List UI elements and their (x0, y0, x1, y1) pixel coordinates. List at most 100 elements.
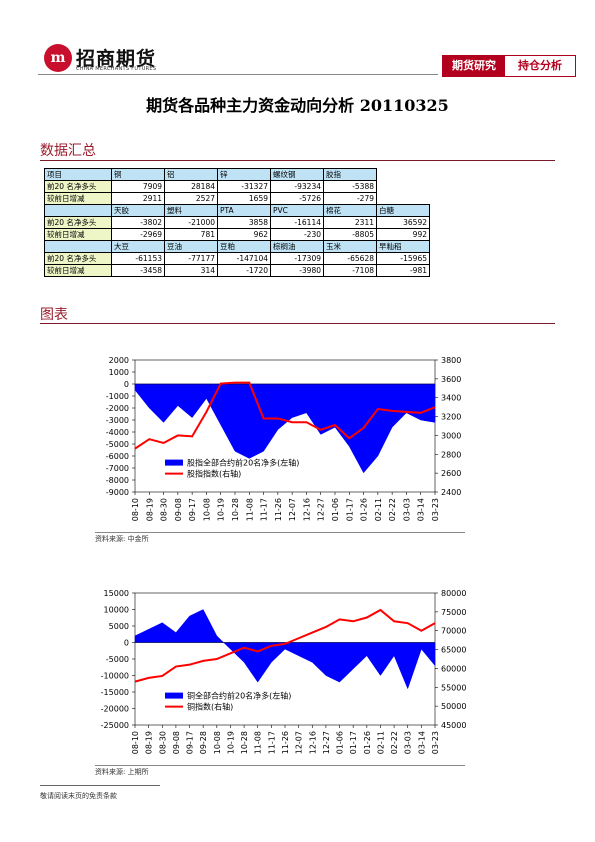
footer-divider (40, 785, 160, 786)
y-left-tick-label: -8000 (106, 476, 129, 485)
y-left-tick-label: -10000 (101, 672, 129, 681)
legend-label-area: 铜全部合约前20名净多(左轴) (187, 691, 291, 701)
table-cell: -8805 (323, 228, 377, 241)
x-tick-label: 03-03 (404, 731, 413, 754)
y-left-tick-label: -5000 (106, 655, 129, 664)
x-tick-label: 11-26 (281, 731, 290, 754)
table-cell: -981 (376, 264, 430, 277)
table-cell: 992 (376, 228, 430, 241)
table-header-row: 大豆 豆油 豆粕 棕榈油 玉米 早籼稻 (44, 240, 430, 253)
table-header-item (44, 240, 112, 253)
y-right-tick-label: 3200 (441, 413, 461, 422)
section-divider (40, 323, 555, 324)
table-row-label: 较前日增减 (44, 192, 112, 205)
x-tick-label: 10-19 (226, 731, 235, 754)
x-tick-label: 03-14 (417, 731, 426, 754)
table-header-cell: 豆粕 (217, 240, 271, 253)
table-header-cell: 塑料 (164, 204, 218, 217)
series-line-index (134, 381, 436, 450)
table-header-cell: 大豆 (111, 240, 165, 253)
x-tick-label: 10-08 (213, 731, 222, 754)
table-cell: -279 (323, 192, 377, 205)
table-header-cell: 早籼稻 (376, 240, 430, 253)
table-header-row: 天胶 塑料 PTA PVC 棉花 白糖 (44, 204, 430, 217)
table-cell: 962 (217, 228, 271, 241)
table-cell: 7909 (111, 180, 165, 193)
y-right-tick-label: 2400 (441, 488, 461, 497)
y-left-tick-label: 0 (124, 639, 129, 648)
table-cell: 28184 (164, 180, 218, 193)
x-tick-label: 01-26 (363, 731, 372, 754)
x-tick-label: 11-08 (245, 498, 254, 521)
x-tick-label: 01-06 (336, 731, 345, 754)
badge-research: 期货研究 (443, 56, 505, 76)
x-tick-label: 08-19 (145, 731, 154, 754)
table-header-cell: PVC (270, 204, 324, 217)
x-tick-label: 03-14 (417, 498, 426, 521)
y-right-tick-label: 75000 (441, 608, 466, 617)
table-cell: 2911 (111, 192, 165, 205)
legend-label-line: 铜指数(右轴) (187, 702, 233, 712)
badge-position-analysis: 持仓分析 (518, 59, 562, 72)
series-area-net-long (134, 609, 436, 690)
table-cell: 3858 (217, 216, 271, 229)
legend-label-area: 股指全部合约前20名净多(左轴) (187, 458, 299, 468)
x-tick-label: 11-26 (274, 498, 283, 521)
table-header-cell: PTA (217, 204, 271, 217)
table-header-cell: 天胶 (111, 204, 165, 217)
y-right-tick-label: 3600 (441, 375, 461, 384)
y-left-tick-label: -3000 (106, 416, 129, 425)
x-tick-label: 09-17 (188, 498, 197, 521)
y-left-tick-label: -4000 (106, 428, 129, 437)
table-cell: 314 (164, 264, 218, 277)
series-line-index (134, 608, 436, 683)
x-tick-label: 12-16 (302, 498, 311, 521)
y-left-tick-label: 1000 (109, 368, 129, 377)
x-tick-label: 12-07 (295, 731, 304, 754)
y-left-tick-label: 10000 (104, 606, 129, 615)
x-tick-label: 03-23 (431, 498, 440, 521)
x-tick-label: 02-11 (374, 498, 383, 521)
table-cell: -230 (270, 228, 324, 241)
legend-label-line: 股指指数(右轴) (187, 469, 241, 479)
table-cell: -93234 (270, 180, 324, 193)
table-cell: -21000 (164, 216, 218, 229)
x-tick-label: 01-26 (360, 498, 369, 521)
table-cell: 1659 (217, 192, 271, 205)
chart2-source: 资料来源: 上期所 (95, 768, 149, 776)
table-cell: -77177 (164, 252, 218, 265)
section-divider (40, 160, 555, 161)
x-tick-label: 12-16 (308, 731, 317, 754)
y-right-tick-label: 2600 (441, 469, 461, 478)
source-divider (95, 765, 465, 766)
table-row-label: 前20 名净多头 (44, 252, 112, 265)
table-header-cell: 玉米 (323, 240, 377, 253)
header-divider (38, 74, 438, 75)
table-row-label: 较前日增减 (44, 264, 112, 277)
y-right-tick-label: 50000 (441, 702, 466, 711)
x-tick-label: 08-19 (145, 498, 154, 521)
disclaimer-note: 敬请阅读末页的免责条款 (40, 792, 117, 800)
table-cell: -65628 (323, 252, 377, 265)
copper-chart: 150001000050000-5000-10000-15000-20000-2… (101, 589, 467, 754)
table-header-cell: 胶指 (323, 168, 377, 181)
y-right-tick-label: 80000 (441, 589, 466, 598)
x-tick-label: 09-28 (199, 731, 208, 754)
y-right-tick-label: 2800 (441, 450, 461, 459)
x-tick-label: 10-08 (202, 498, 211, 521)
table-header-cell: 棉花 (323, 204, 377, 217)
table-row-label: 较前日增减 (44, 228, 112, 241)
table-header-cell: 锌 (217, 168, 271, 181)
x-tick-label: 03-23 (431, 731, 440, 754)
x-tick-label: 01-17 (345, 498, 354, 521)
y-left-tick-label: -20000 (101, 705, 129, 714)
x-tick-label: 09-17 (186, 731, 195, 754)
y-left-tick-label: -1000 (106, 392, 129, 401)
table-header-cell: 铝 (164, 168, 218, 181)
company-name: 招商期货 (76, 48, 157, 70)
table-cell: 2311 (323, 216, 377, 229)
report-category-badge: 期货研究 持仓分析 (442, 55, 576, 77)
table-cell: -5726 (270, 192, 324, 205)
table-cell: 36592 (376, 216, 430, 229)
x-tick-label: 08-10 (131, 498, 140, 521)
